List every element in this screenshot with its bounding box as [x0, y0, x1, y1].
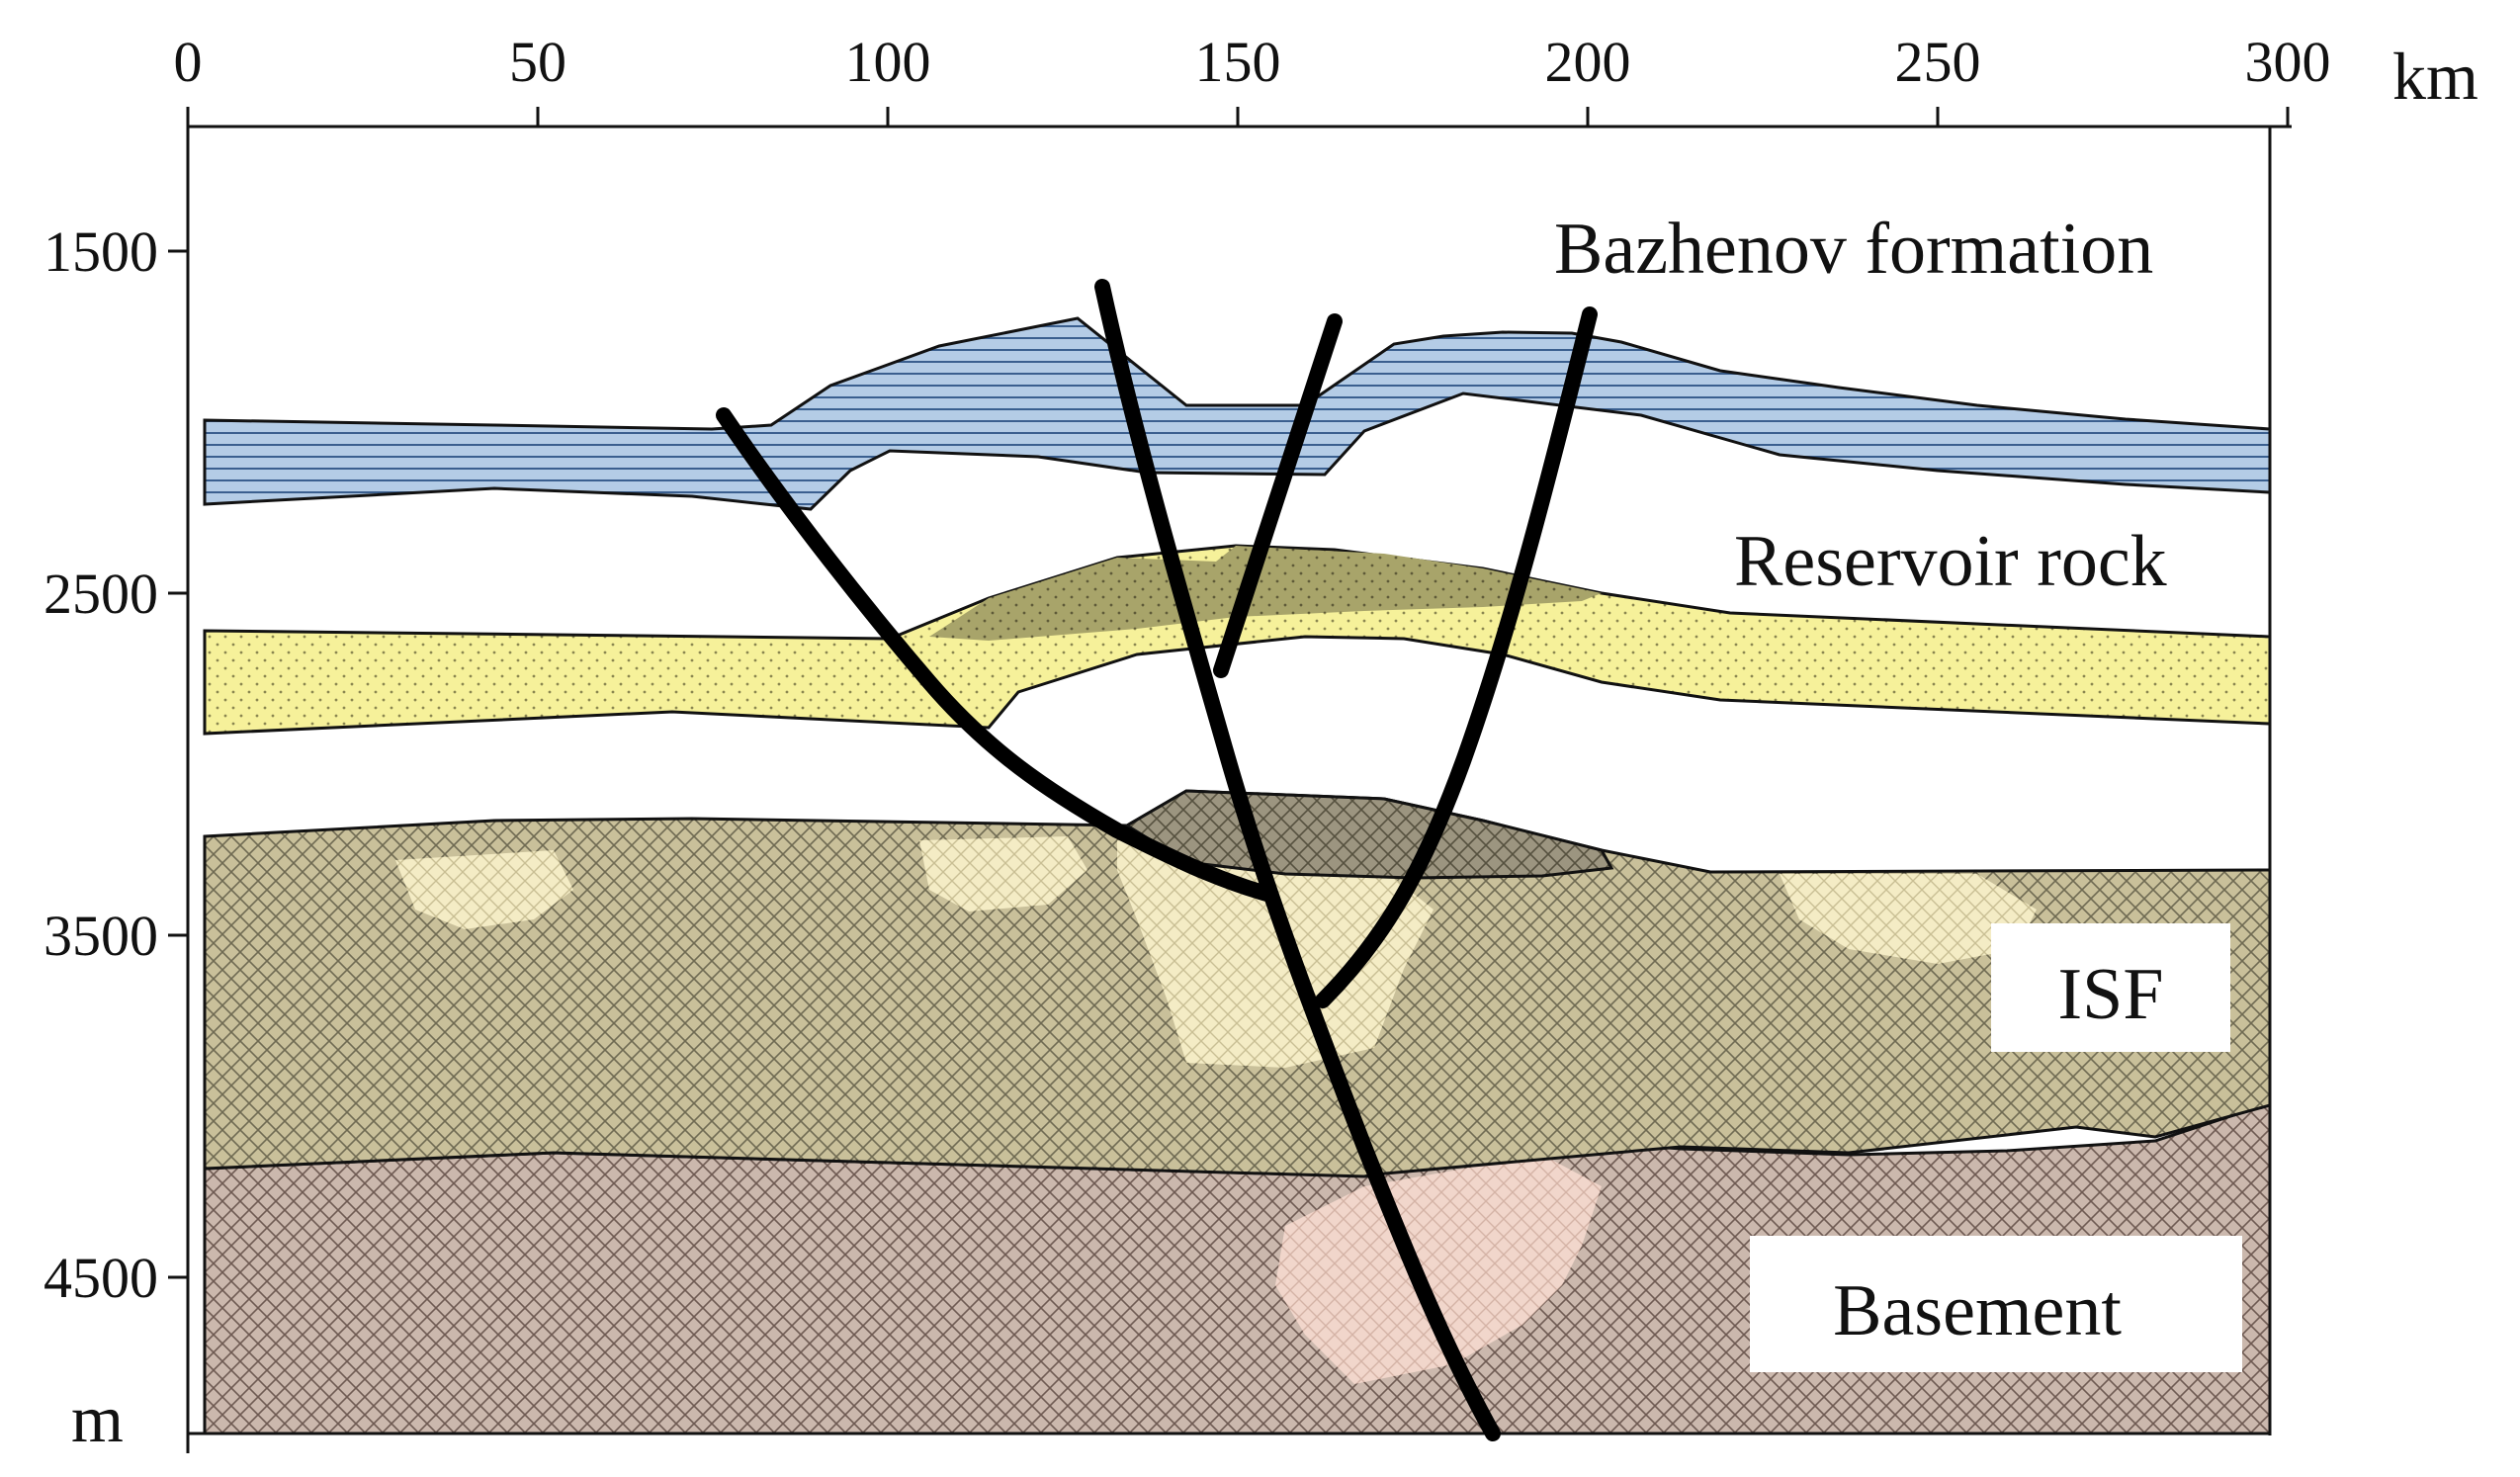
reservoir-rock-label: Reservoir rock — [1734, 521, 2167, 602]
fault-line-right — [1315, 306, 1598, 1008]
fault-lines — [716, 279, 1598, 1441]
fault-line-left — [716, 407, 1278, 903]
basement-label: Basement — [1833, 1270, 2122, 1351]
x-tick-label: 0 — [174, 30, 203, 94]
x-tick-label: 200 — [1545, 30, 1631, 94]
isf-label-box — [1991, 923, 2230, 1052]
x-tick-label: 50 — [509, 30, 566, 94]
y-tick-label: 1500 — [43, 219, 158, 284]
isf-light-patch-center — [1117, 840, 1434, 1068]
bazhenov-body — [203, 316, 2272, 511]
y-axis-unit: m — [71, 1381, 124, 1456]
x-tick-label: 100 — [845, 30, 931, 94]
bazhenov-layer — [203, 316, 2272, 511]
basement-light-patch — [1275, 1155, 1602, 1384]
reservoir-label-box — [1720, 510, 2254, 609]
y-tick-label: 4500 — [43, 1246, 158, 1310]
isf-light-patch-right — [1780, 874, 2037, 964]
fault-line-short — [1213, 313, 1343, 678]
bazhenov-formation-label: Bazhenov formation — [1554, 209, 2153, 290]
layer-labels: Bazhenov formation Reservoir rock ISF Ba… — [1554, 209, 2254, 1372]
isf-label: ISF — [2058, 954, 2164, 1035]
y-tick-label: 3500 — [43, 904, 158, 968]
isf-light-patch-mid — [919, 836, 1087, 912]
basement-label-box — [1750, 1236, 2242, 1372]
x-axis-unit: km — [2392, 39, 2478, 114]
x-axis-ticks: 0 50 100 150 200 250 300 km — [174, 30, 2478, 127]
isf-layer — [203, 789, 2272, 1178]
x-tick-label: 250 — [1895, 30, 1981, 94]
fault-line-main — [1094, 279, 1501, 1441]
isf-light-patch-left — [395, 850, 573, 929]
x-tick-label: 300 — [2245, 30, 2331, 94]
x-tick-label: 150 — [1195, 30, 1281, 94]
reservoir-dark-dome — [929, 546, 1602, 641]
y-axis-ticks: 1500 2500 3500 4500 m — [43, 219, 188, 1456]
y-tick-label: 2500 — [43, 562, 158, 626]
